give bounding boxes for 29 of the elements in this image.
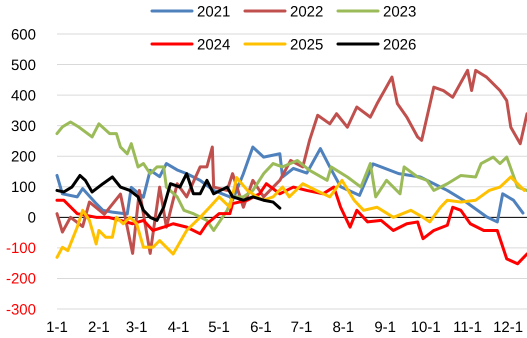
x-tick-label: 1-1 — [46, 319, 68, 336]
y-tick-label: -300 — [6, 301, 36, 318]
y-tick-label: 400 — [10, 87, 36, 104]
x-tick-label: 10-1 — [410, 319, 441, 336]
y-tick-label: -100 — [6, 240, 36, 258]
x-tick-label: 9-1 — [374, 319, 396, 336]
y-tick-label: 200 — [10, 148, 36, 166]
y-tick-label: 300 — [10, 118, 36, 135]
legend-label: 2026 — [383, 36, 416, 54]
y-tick-label: 100 — [10, 179, 36, 196]
line-series — [56, 120, 527, 232]
y-tick-label: 600 — [10, 26, 36, 44]
legend-label: 2021 — [197, 3, 230, 20]
x-tick-label: 4-1 — [168, 319, 190, 336]
legend-label: 2024 — [197, 36, 230, 54]
x-tick-label: 12-1 — [493, 319, 524, 336]
legend-label: 2022 — [290, 3, 324, 20]
legend-label: 2023 — [383, 3, 416, 20]
x-tick-label: 5-1 — [208, 319, 230, 336]
legend-label: 2025 — [290, 36, 324, 54]
y-tick-label: 500 — [10, 56, 36, 74]
y-tick-label: -200 — [6, 270, 36, 288]
x-tick-label: 11-1 — [453, 319, 482, 336]
x-tick-label: 7-1 — [290, 319, 312, 336]
x-tick-label: 3-1 — [126, 319, 148, 336]
x-tick-label: 2-1 — [88, 319, 110, 336]
y-tick-label: 0 — [28, 210, 36, 227]
x-tick-label: 8-1 — [332, 319, 354, 336]
x-tick-label: 6-1 — [250, 319, 272, 336]
